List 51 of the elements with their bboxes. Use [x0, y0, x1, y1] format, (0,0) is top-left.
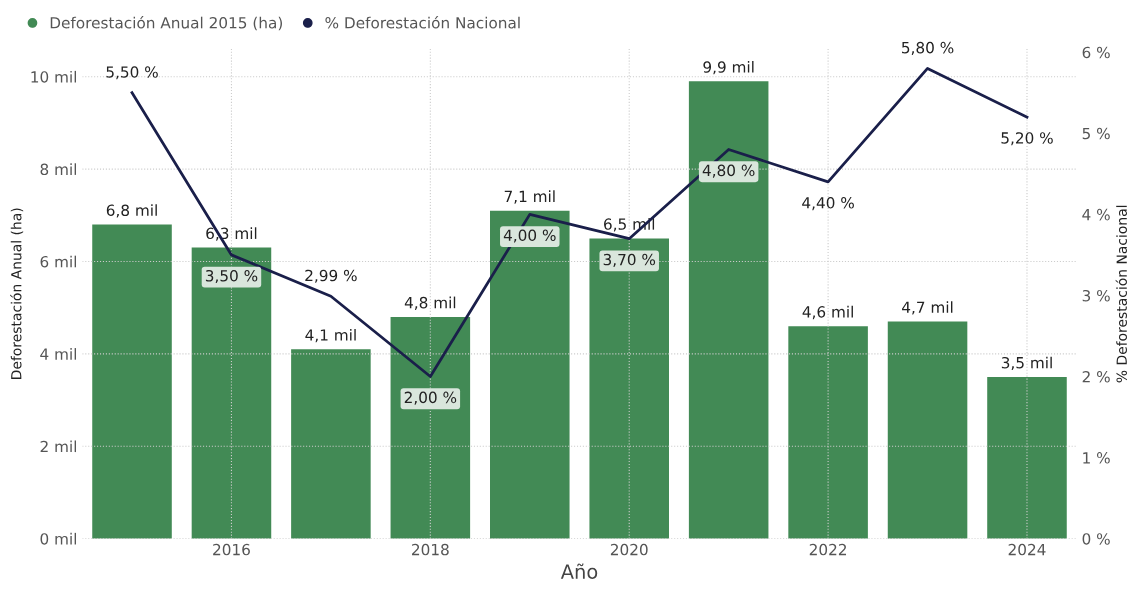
y2-tick-label: 0 %: [1082, 533, 1110, 545]
y2-tick-label: 1 %: [1083, 452, 1110, 464]
data-label: 4,80 %: [702, 164, 755, 178]
data-label: 2,00 %: [404, 391, 457, 405]
y2-axis-title: % Deforestación Nacional: [1115, 205, 1127, 383]
bar: [788, 326, 868, 539]
legend-label: % Deforestación Nacional: [325, 16, 520, 29]
data-label: 4,00 %: [503, 229, 556, 243]
data-label: 9,9 mil: [703, 60, 754, 75]
y2-tick-label: 3 %: [1082, 289, 1110, 302]
bar: [191, 247, 272, 539]
legend-label: Deforestación Anual 2015 (ha): [50, 16, 282, 31]
data-label: 3,50 %: [205, 270, 258, 284]
bar: [92, 224, 172, 539]
bar: [887, 321, 968, 539]
bar: [291, 349, 371, 539]
bar: [987, 376, 1067, 539]
x-tick-label: 2018: [412, 543, 449, 556]
data-label: 2,99 %: [305, 269, 357, 283]
data-label: 4,6 mil: [802, 305, 853, 320]
y-tick-label: 10 mil: [31, 70, 76, 83]
data-label: 4,8 mil: [404, 296, 456, 310]
bar: [688, 81, 769, 539]
data-label: 4,40 %: [802, 197, 854, 211]
data-label: 6,8 mil: [106, 204, 157, 218]
data-label: 5,20 %: [1001, 132, 1053, 146]
x-tick-label: 2024: [1008, 543, 1046, 556]
y-axis-title: Deforestación Anual (ha): [10, 208, 24, 379]
x-tick-label: 2016: [213, 543, 250, 556]
data-label: 3,5 mil: [1001, 356, 1052, 371]
y-tick-label: 8 mil: [40, 163, 76, 176]
y-tick-label: 4 mil: [40, 348, 76, 360]
bar: [390, 316, 471, 539]
bar: [490, 210, 570, 539]
y2-tick-label: 6 %: [1082, 46, 1110, 59]
y2-tick-label: 4 %: [1082, 208, 1110, 221]
data-label: 4,7 mil: [902, 301, 953, 315]
y2-tick-label: 2 %: [1082, 370, 1110, 383]
x-tick-label: 2022: [809, 543, 847, 556]
y2-tick-label: 5 %: [1082, 127, 1110, 140]
x-axis-title: Año: [560, 563, 598, 579]
x-tick-label: 2020: [610, 543, 648, 556]
data-label: 5,80 %: [902, 41, 954, 55]
y-tick-label: 2 mil: [40, 440, 76, 453]
data-label: 5,50 %: [106, 66, 158, 80]
y-tick-label: 0 mil: [40, 532, 76, 545]
data-label: 4,1 mil: [305, 328, 356, 343]
bar: [589, 238, 669, 539]
y-tick-label: 6 mil: [40, 255, 76, 268]
data-label: 7,1 mil: [504, 190, 555, 204]
data-label: 3,70 %: [603, 253, 656, 267]
